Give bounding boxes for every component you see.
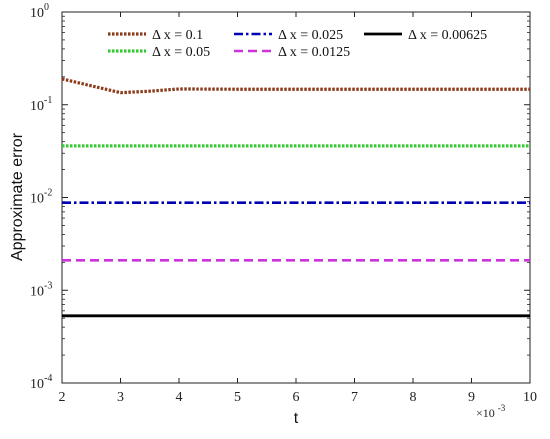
y-tick-label: 10-2 — [30, 188, 52, 207]
x-axis-label: t — [294, 410, 299, 427]
y-axis-label: Approximate error — [9, 132, 26, 261]
legend-entry: Δ x = 0.025 — [278, 28, 343, 43]
x-tick-label: 6 — [293, 390, 300, 405]
series-lines — [61, 77, 530, 318]
y-tick-label: 10-1 — [30, 95, 52, 114]
axis-ticks: 2 3 4 5 6 7 8 9 10 10-4 10-3 10-2 10-1 100 — [30, 2, 537, 405]
y-tick-label: 100 — [30, 2, 49, 21]
legend-entry: Δ x = 0.1 — [152, 28, 203, 43]
legend: Δ x = 0.1 Δ x = 0.025 Δ x = 0.00625 Δ x = 0… — [108, 28, 487, 60]
legend-entry: Δ x = 0.00625 — [408, 28, 487, 43]
x-tick-label: 8 — [410, 390, 417, 405]
x-multiplier: ×10 -3 — [476, 403, 506, 420]
y-tick-label: 10-3 — [30, 280, 52, 299]
x-multiplier-base: ×10 — [476, 406, 495, 420]
legend-entry: Δ x = 0.0125 — [278, 45, 350, 60]
plot-area — [61, 11, 531, 384]
series-line-1 — [61, 77, 530, 95]
x-tick-label: 7 — [351, 390, 358, 405]
x-tick-label: 10 — [523, 390, 537, 405]
x-tick-label: 2 — [59, 390, 66, 405]
x-tick-label: 9 — [468, 390, 475, 405]
x-tick-label: 4 — [176, 390, 183, 405]
x-tick-label: 5 — [234, 390, 241, 405]
legend-entry: Δ x = 0.05 — [152, 45, 210, 60]
y-tick-label: 10-4 — [30, 373, 52, 392]
x-tick-label: 3 — [117, 390, 124, 405]
x-multiplier-exponent: -3 — [498, 403, 506, 413]
